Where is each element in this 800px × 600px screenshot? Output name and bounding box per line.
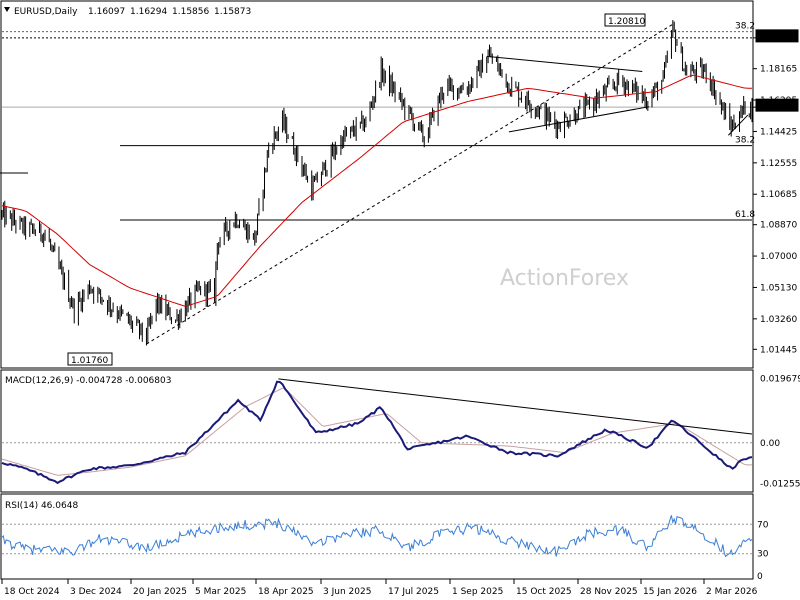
rsi-layer: 70 30 0 — [1, 515, 769, 582]
macd-y-tick-label: 0.00 — [760, 439, 780, 449]
level-1-20-label-box — [755, 29, 799, 43]
moving-average — [1, 74, 752, 307]
triangle-upper-line — [486, 55, 643, 72]
symbol-label: EURUSD,Daily — [14, 7, 78, 17]
x-tick-label: 3 Jun 2025 — [323, 587, 371, 597]
x-tick-label: 15 Oct 2025 — [516, 587, 572, 597]
price-y-tick-label: 1.12555 — [760, 159, 797, 169]
price-y-tick-label: 1.08870 — [760, 221, 797, 231]
macd-trendline — [278, 378, 753, 435]
x-tick-label: 15 Jan 2026 — [643, 587, 697, 597]
triangle-lower-line — [508, 106, 650, 133]
rsi-y-tick-label: 0 — [757, 572, 763, 582]
ma-line — [1, 74, 752, 307]
x-tick-label: 18 Apr 2025 — [258, 587, 314, 597]
ohlc-open: 1.16097 — [88, 7, 125, 17]
rsi-line — [1, 515, 753, 558]
x-tick-label: 3 Dec 2024 — [70, 587, 122, 597]
macd-main-line — [1, 380, 753, 485]
fib-level-label: 38.2 — [735, 136, 755, 146]
price-y-tick-label: 1.03260 — [760, 315, 797, 325]
fib-level-label: 38.2 — [735, 22, 755, 32]
collapse-triangle-icon[interactable] — [4, 7, 10, 12]
low-label-box — [67, 352, 113, 366]
x-tick-label: 20 Jan 2025 — [133, 587, 187, 597]
rsi-title: RSI(14) 46.0648 — [5, 501, 78, 511]
macd-title: MACD(12,26,9) -0.004728 -0.006803 — [5, 376, 171, 386]
rsi-y-tick-label: 30 — [757, 550, 769, 560]
macd-y-tick-label: -0.012552 — [760, 480, 800, 490]
ohlc-low: 1.15856 — [172, 7, 209, 17]
price-labels: 1.20000 1.15873 1.20810 1.01760 — [67, 13, 799, 366]
x-tick-label: 1 Sep 2025 — [452, 587, 503, 597]
rsi-panel-frame — [0, 493, 754, 580]
low-label: 1.01760 — [71, 356, 108, 366]
watermark: ActionForex — [500, 266, 629, 291]
x-tick-label: 5 Mar 2025 — [195, 587, 246, 597]
x-tick-label: 17 Jul 2025 — [388, 587, 439, 597]
price-panel-frame — [0, 0, 754, 369]
x-ticks: 18 Oct 2024 3 Dec 2024 20 Jan 2025 5 Mar 20… — [1, 579, 758, 597]
current-price-label: 1.15873 — [759, 102, 796, 112]
ohlc-high: 1.16294 — [130, 7, 167, 17]
candles — [1, 20, 753, 346]
price-y-tick-label: 1.07000 — [760, 252, 797, 262]
fib-level-label: 61.8 — [735, 210, 755, 220]
ohlc-close: 1.15873 — [214, 7, 251, 17]
price-y-tick-label: 1.10685 — [760, 190, 797, 200]
dotted-trendline — [146, 23, 674, 345]
macd-panel-frame — [0, 369, 754, 493]
macd-layer: 0.019679 0.00 -0.012552 — [1, 375, 800, 490]
price-y-tick-label: 1.14425 — [760, 127, 797, 137]
macd-signal-line — [1, 387, 752, 476]
current-price-label-box — [755, 98, 799, 112]
x-tick-label: 2 Mar 2026 — [706, 587, 758, 597]
x-tick-label: 18 Oct 2024 — [4, 587, 60, 597]
x-tick-label: 28 Nov 2025 — [580, 587, 638, 597]
high-label-box — [604, 13, 646, 27]
price-y-tick-label: 1.05130 — [760, 283, 797, 293]
price-y-tick-label: 1.01445 — [760, 345, 797, 355]
level-1-20-label: 1.20000 — [759, 33, 796, 43]
rsi-y-tick-label: 70 — [757, 520, 769, 530]
macd-y-tick-label: 0.019679 — [760, 375, 800, 385]
high-label: 1.20810 — [608, 17, 645, 27]
price-y-tick-label: 1.18165 — [760, 65, 797, 75]
